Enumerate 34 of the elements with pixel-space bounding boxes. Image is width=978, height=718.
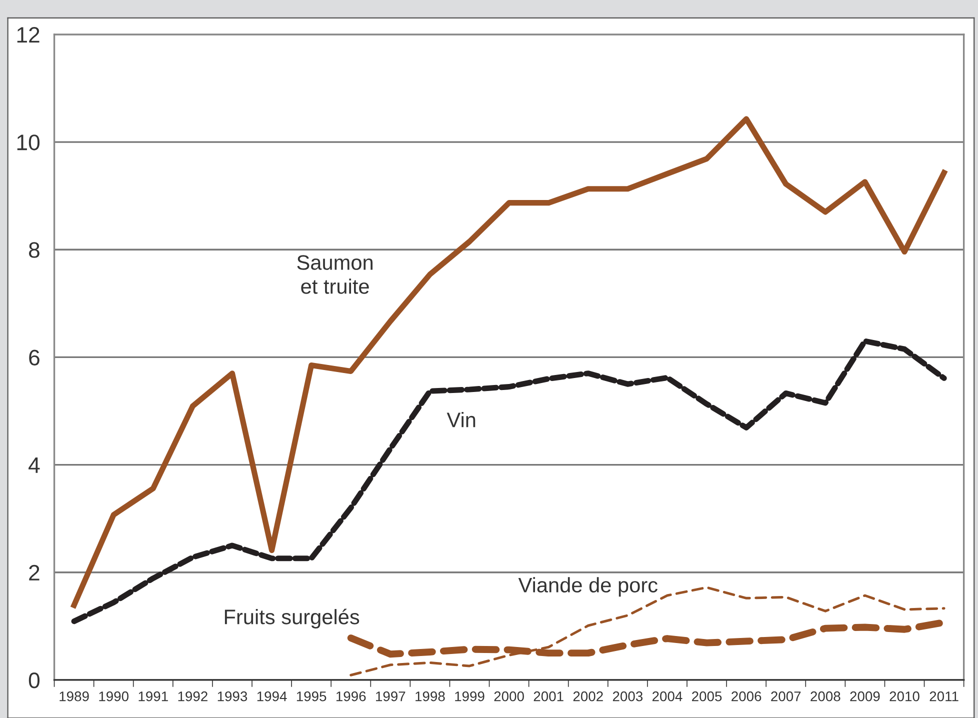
series-label: Viande de porc [518, 577, 658, 597]
x-tick-label: 1992 [178, 691, 208, 702]
x-tick-label: 2007 [771, 691, 801, 702]
x-tick-label: 1999 [455, 691, 484, 702]
x-tick-label: 2009 [850, 691, 880, 702]
x-tick-label: 2000 [494, 691, 524, 702]
x-tick-label: 2004 [652, 691, 682, 702]
series-label: Vin [446, 412, 476, 428]
x-tick-label: 1993 [218, 691, 248, 702]
y-tick-label: 10 [17, 134, 40, 150]
y-tick-label: 12 [17, 27, 40, 43]
x-tick-label: 2008 [810, 691, 840, 702]
y-tick-label: 6 [29, 350, 40, 366]
y-tick-label: 8 [29, 242, 40, 258]
x-tick-label: 2011 [930, 691, 958, 702]
y-tick-label: 2 [29, 564, 40, 580]
series-label: Fruits surgelés [224, 608, 360, 628]
series-label: Saumon et truite [297, 255, 372, 294]
x-tick-label: 2003 [612, 691, 643, 702]
x-tick-label: 1991 [138, 691, 168, 702]
x-tick-label: 2005 [692, 691, 722, 702]
x-tick-label: 2002 [573, 691, 603, 702]
x-tick-label: 1997 [376, 691, 406, 702]
x-tick-label: 2001 [534, 691, 564, 702]
x-tick-label: 1990 [99, 691, 129, 702]
x-tick-label: 1998 [416, 691, 445, 702]
x-tick-label: 1989 [60, 691, 89, 702]
x-tick-label: 2010 [890, 691, 920, 702]
y-tick-label: 0 [28, 672, 40, 688]
y-tick-label: 4 [28, 458, 40, 473]
x-tick-label: 2006 [732, 691, 762, 702]
x-tick-label: 1994 [257, 691, 287, 702]
x-tick-label: 1995 [296, 691, 326, 702]
x-tick-label: 1996 [336, 691, 366, 702]
